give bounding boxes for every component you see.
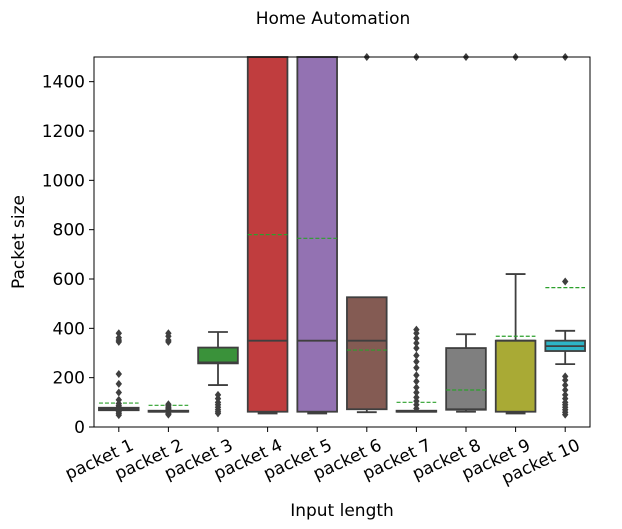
plot-frame xyxy=(93,56,591,428)
outlier-point xyxy=(413,388,420,397)
box xyxy=(445,347,487,411)
outlier-point xyxy=(562,390,569,399)
plot-area xyxy=(93,53,591,428)
outlier-point xyxy=(413,371,420,380)
outlier-point xyxy=(413,339,420,348)
outlier-point xyxy=(115,407,122,416)
outlier-point xyxy=(115,329,122,338)
y-tick-label: 1200 xyxy=(42,122,85,142)
outlier-point xyxy=(165,400,172,409)
outlier-point xyxy=(413,334,420,343)
outlier-point xyxy=(413,377,420,386)
box-group-5 xyxy=(296,56,338,415)
box-group-7 xyxy=(395,53,438,413)
box xyxy=(296,56,338,413)
outlier-point xyxy=(115,369,122,378)
y-tick-label: 1000 xyxy=(42,171,85,191)
box-group-6 xyxy=(346,53,388,414)
outlier-point xyxy=(115,379,122,388)
x-axis-label: Input length xyxy=(290,501,394,521)
outlier-point xyxy=(115,388,122,397)
outlier-point xyxy=(165,329,172,338)
outlier-point xyxy=(413,383,420,392)
y-tick-label: 1400 xyxy=(42,73,85,93)
outlier-point xyxy=(413,363,420,372)
box-group-4 xyxy=(246,56,289,415)
outlier-point xyxy=(562,372,569,381)
outlier-point xyxy=(214,390,222,399)
outlier-point xyxy=(562,381,569,390)
box-group-3 xyxy=(197,331,239,418)
box xyxy=(346,296,388,411)
box-group-1 xyxy=(98,329,140,420)
outlier-point xyxy=(413,357,420,366)
box xyxy=(494,339,537,413)
outlier-point xyxy=(413,351,420,360)
outlier-point xyxy=(413,344,420,353)
outlier-point xyxy=(115,333,122,342)
y-tick-label: 800 xyxy=(53,221,85,241)
box-group-2 xyxy=(147,329,190,419)
outlier-point xyxy=(413,393,420,402)
y-tick-label: 600 xyxy=(53,270,85,290)
box-group-8 xyxy=(445,53,487,413)
chart-title: Home Automation xyxy=(256,9,411,29)
y-tick-label: 200 xyxy=(53,369,85,389)
y-axis-label: Packet size xyxy=(9,195,29,289)
box xyxy=(197,346,239,365)
y-axis: 0 200 400 600 800 1000 1200 1400 xyxy=(42,73,94,438)
outlier-point xyxy=(562,277,569,286)
y-tick-label: 0 xyxy=(74,418,85,438)
outlier-point xyxy=(115,395,122,404)
outlier-point xyxy=(413,325,420,334)
box-group-10 xyxy=(544,53,586,419)
box-group-9 xyxy=(494,53,537,415)
outlier-point xyxy=(562,386,569,394)
y-tick-label: 400 xyxy=(53,319,85,339)
